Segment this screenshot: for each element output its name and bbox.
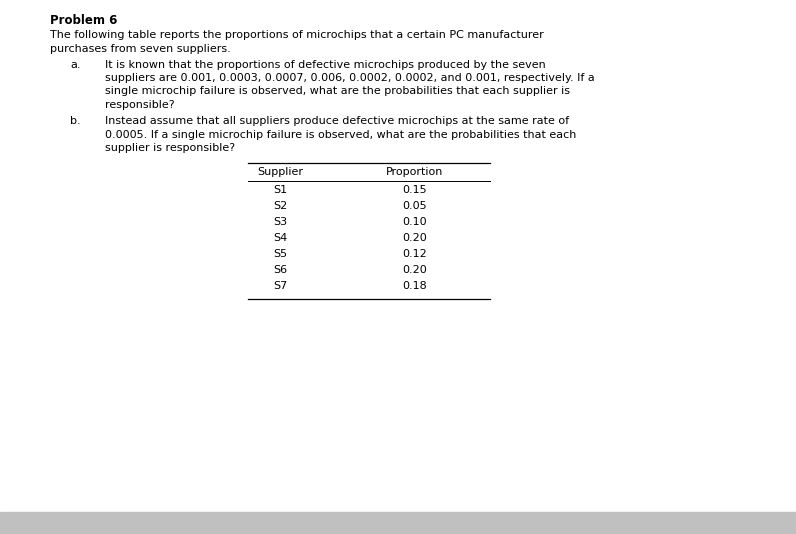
Text: b.: b. <box>70 116 80 126</box>
Text: 0.15: 0.15 <box>403 185 427 195</box>
Text: a.: a. <box>70 59 80 69</box>
Text: 0.20: 0.20 <box>403 265 427 275</box>
Text: The following table reports the proportions of microchips that a certain PC manu: The following table reports the proporti… <box>50 30 544 40</box>
Text: responsible?: responsible? <box>105 100 174 110</box>
Text: Problem 6: Problem 6 <box>50 14 117 27</box>
Text: S2: S2 <box>273 201 287 211</box>
Bar <box>0 512 796 534</box>
Text: 0.10: 0.10 <box>403 217 427 227</box>
Text: 0.20: 0.20 <box>403 233 427 243</box>
Text: Supplier: Supplier <box>257 167 303 177</box>
Text: 0.0005. If a single microchip failure is observed, what are the probabilities th: 0.0005. If a single microchip failure is… <box>105 130 576 139</box>
Text: S5: S5 <box>273 249 287 259</box>
Text: 0.12: 0.12 <box>403 249 427 259</box>
Text: Instead assume that all suppliers produce defective microchips at the same rate : Instead assume that all suppliers produc… <box>105 116 569 126</box>
Text: 0.05: 0.05 <box>403 201 427 211</box>
Text: S1: S1 <box>273 185 287 195</box>
Text: suppliers are 0.001, 0.0003, 0.0007, 0.006, 0.0002, 0.0002, and 0.001, respectiv: suppliers are 0.001, 0.0003, 0.0007, 0.0… <box>105 73 595 83</box>
Text: S6: S6 <box>273 265 287 275</box>
Text: Proportion: Proportion <box>386 167 443 177</box>
Text: S4: S4 <box>273 233 287 243</box>
Text: S3: S3 <box>273 217 287 227</box>
Text: It is known that the proportions of defective microchips produced by the seven: It is known that the proportions of defe… <box>105 59 546 69</box>
Text: S7: S7 <box>273 281 287 291</box>
Text: single microchip failure is observed, what are the probabilities that each suppl: single microchip failure is observed, wh… <box>105 87 570 97</box>
Text: supplier is responsible?: supplier is responsible? <box>105 143 235 153</box>
Text: 0.18: 0.18 <box>403 281 427 291</box>
Text: purchases from seven suppliers.: purchases from seven suppliers. <box>50 43 231 53</box>
